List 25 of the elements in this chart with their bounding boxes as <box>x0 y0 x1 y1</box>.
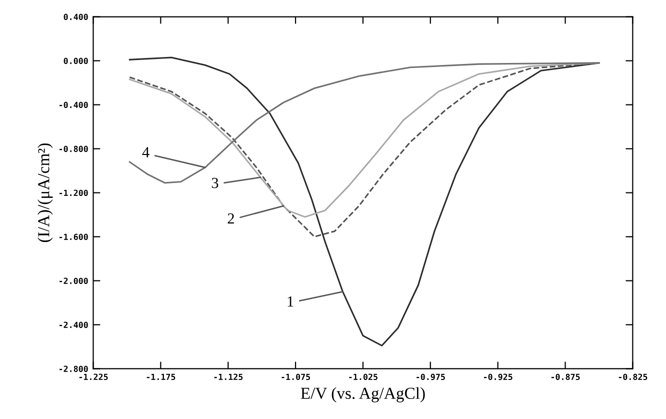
annotation: 2 <box>228 213 234 224</box>
x-tick-label: -1.175 <box>146 374 176 380</box>
y-tick-label: 0.400 <box>64 14 88 20</box>
x-tick-label: -0.825 <box>618 374 648 380</box>
x-tick-label: -1.225 <box>79 374 108 380</box>
y-tick-label: -1.600 <box>60 234 88 240</box>
annotation: 4 <box>142 147 150 158</box>
y-axis-title: (I/A)/(μA/cm²) <box>38 143 53 242</box>
y-tick-label: 0.000 <box>64 58 88 64</box>
y-tick-label: -0.800 <box>60 146 88 152</box>
x-tick-label: -0.875 <box>551 374 580 380</box>
y-tick-label: -1.200 <box>60 190 88 196</box>
x-tick-label: -0.925 <box>484 374 512 380</box>
x-tick-label: -1.125 <box>214 374 243 380</box>
annotation: 3 <box>212 178 218 188</box>
y-tick-label: -2.800 <box>60 366 88 372</box>
line-series <box>128 56 600 346</box>
x-tick-label: -1.025 <box>349 374 378 380</box>
x-tick-label: -0.975 <box>416 374 445 380</box>
x-axis-title: E/V (vs. Ag/AgCl) <box>300 387 425 402</box>
y-tick-label: -0.400 <box>60 102 88 108</box>
y-tick-label: -2.000 <box>60 278 88 284</box>
annotation: 1 <box>288 296 294 307</box>
x-tick-label: -1.075 <box>282 374 310 380</box>
y-tick-label: -2.400 <box>60 322 88 328</box>
